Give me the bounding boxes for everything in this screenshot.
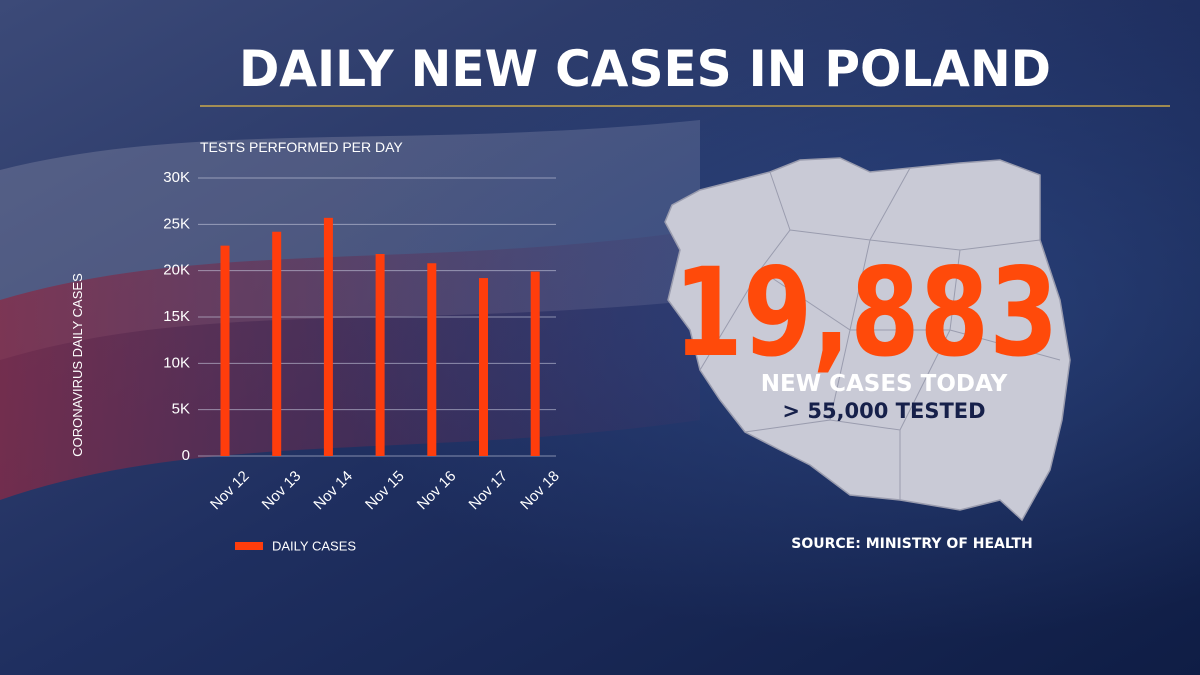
y-tick-label: 15K: [163, 308, 190, 325]
bar: [427, 263, 437, 456]
bar: [220, 245, 230, 456]
source: SOURCE: MINISTRY OF HEALTH: [791, 536, 1033, 552]
y-axis-label: CORONAVIRUS DAILY CASES: [70, 273, 85, 457]
headline: DAILY NEW CASES IN POLAND: [239, 40, 1051, 98]
tested: > 55,000 TESTED: [782, 399, 985, 423]
legend-swatch: [235, 542, 263, 550]
bar: [375, 253, 385, 456]
bar: [479, 278, 488, 456]
bar: [530, 271, 540, 456]
y-tick-label: 30K: [163, 169, 190, 186]
legend-label: DAILY CASES: [272, 538, 356, 553]
map-regions: [699, 167, 1061, 500]
bar: [323, 217, 333, 456]
bar: [272, 231, 282, 456]
y-tick-label: 25K: [163, 215, 190, 232]
y-tick-label: 20K: [163, 262, 190, 279]
chart-title: TESTS PERFORMED PER DAY: [200, 139, 403, 155]
big-number: 19,883: [674, 242, 1059, 384]
y-tick-label: 5K: [172, 401, 190, 418]
y-tick-label: 10K: [163, 354, 190, 371]
y-tick-label: 0: [182, 447, 190, 464]
caption: NEW CASES TODAY: [761, 371, 1008, 397]
